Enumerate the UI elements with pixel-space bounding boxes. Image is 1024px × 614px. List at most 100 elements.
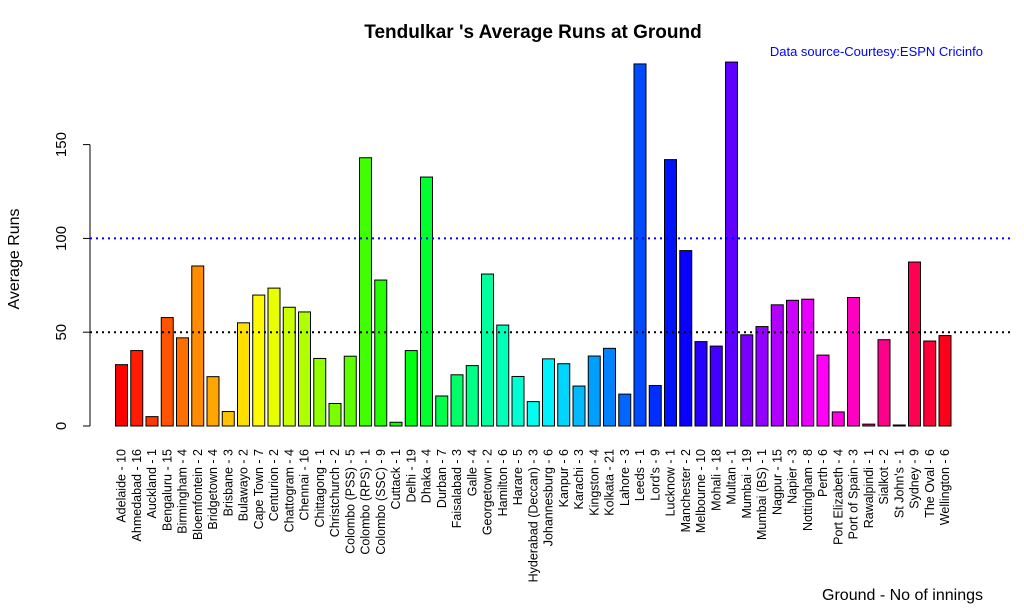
bar [770, 304, 784, 427]
y-tick-label: 50 [53, 324, 70, 341]
bar [542, 358, 555, 427]
x-tick-label: Lucknow - 1 [664, 449, 678, 516]
bar [526, 401, 540, 427]
bar [389, 421, 403, 427]
x-tick-label: Georgetown - 2 [481, 449, 495, 535]
x-tick-label: Wellington - 6 [938, 449, 952, 525]
x-tick-label: Hyderabad (Deccan) - 3 [526, 449, 540, 582]
x-tick-label: Sydney - 9 [908, 449, 922, 509]
x-tick-label: Auckland - 1 [145, 449, 159, 519]
x-tick-label: Lahore - 3 [618, 449, 632, 506]
bar [130, 350, 144, 427]
x-tick-label: Adelaide - 10 [115, 449, 129, 523]
bar [496, 324, 510, 427]
bar [786, 299, 799, 427]
bar [633, 63, 647, 427]
x-tick-label: Delhi - 19 [404, 449, 418, 503]
bar [618, 393, 632, 427]
y-tick-label: 100 [53, 226, 70, 251]
x-tick-label: Chennai - 16 [298, 449, 312, 521]
bar [908, 261, 921, 427]
bar [237, 322, 250, 427]
x-tick-label: Birmingham - 4 [176, 449, 190, 534]
bar [420, 176, 433, 427]
x-tick-label: Manchester - 2 [679, 449, 693, 532]
x-tick-label: Centurion - 2 [267, 449, 281, 521]
x-tick-label: Kanpur - 6 [557, 449, 571, 507]
bar [252, 294, 266, 427]
x-tick-label: Harare - 5 [511, 449, 525, 505]
bar [191, 265, 205, 427]
bar [115, 364, 128, 427]
data-source-note: Data source-Courtesy:ESPN Cricinfo [770, 44, 983, 59]
x-tick-label: Perth - 6 [816, 449, 830, 497]
bar [664, 159, 677, 427]
x-tick-label: Rawalpindi - 1 [862, 449, 876, 528]
bar [847, 296, 860, 427]
bar [343, 355, 357, 427]
bar [679, 250, 693, 427]
x-tick-label: Leeds - 1 [633, 449, 647, 501]
x-tick-label: Colombo (PSS) - 5 [343, 449, 357, 554]
x-tick-label: Nagpur - 15 [770, 449, 784, 515]
bar [374, 279, 388, 427]
x-tick-label: Brisbane - 3 [221, 449, 235, 516]
bar [328, 402, 342, 427]
bar [267, 287, 281, 427]
x-tick-label: Napier - 3 [786, 449, 800, 504]
bar [648, 384, 662, 427]
bar [557, 363, 571, 427]
x-tick-label: Nottingham - 8 [801, 449, 815, 531]
x-tick-label: Christchurch - 2 [328, 449, 342, 537]
bar [892, 424, 906, 427]
bar [831, 411, 845, 427]
x-tick-label: Durban - 7 [435, 449, 449, 508]
x-tick-label: Mohali - 18 [709, 449, 723, 511]
x-tick-label: Faisalabad - 3 [450, 449, 464, 528]
x-tick-label: Port of Spain - 3 [847, 449, 861, 539]
bar [221, 411, 235, 427]
x-tick-label: Port Elizabeth - 4 [831, 449, 845, 545]
x-tick-label: Karachi - 3 [572, 449, 586, 509]
x-tick-label: Hamilton - 6 [496, 449, 510, 516]
bar [206, 376, 220, 427]
x-tick-label: Bloemfontein - 2 [191, 449, 205, 540]
x-tick-label: Kolkata - 21 [603, 449, 617, 516]
bar [587, 355, 601, 427]
x-tick-label: Bengaluru - 15 [160, 449, 174, 531]
bar [359, 157, 372, 427]
bar [435, 395, 449, 427]
x-axis-label: Ground - No of innings [822, 587, 983, 604]
x-tick-label: The Oval - 6 [923, 449, 937, 518]
x-tick-label: Mumbai (BS) - 1 [755, 449, 769, 540]
reference-lines [90, 237, 1010, 334]
x-tick-label: Cuttack - 1 [389, 449, 403, 509]
y-tick-label: 150 [53, 132, 70, 157]
bar [816, 354, 830, 427]
bar [603, 347, 616, 427]
bar [801, 298, 815, 427]
x-tick-label: Melbourne - 10 [694, 449, 708, 533]
x-tick-label: Sialkot - 2 [877, 449, 891, 505]
bar [923, 340, 937, 427]
bar [511, 375, 525, 427]
x-tick-label: Ahmedabad - 16 [130, 449, 144, 541]
x-tick-label: Galle - 4 [465, 449, 479, 496]
x-tick-label: St John's - 1 [892, 449, 906, 518]
y-tick-label: 0 [53, 422, 70, 430]
x-tick-label: Chittagong - 1 [313, 449, 327, 528]
chart-title: Tendulkar 's Average Runs at Ground [364, 22, 701, 43]
bar [725, 61, 738, 427]
x-tick-label: Cape Town - 7 [252, 449, 266, 529]
bar [160, 317, 174, 427]
x-tick-label: Chattogram - 4 [282, 449, 296, 532]
bar [145, 416, 159, 427]
bar [755, 326, 769, 427]
bar [938, 335, 952, 427]
bar [740, 334, 754, 427]
x-tick-label: Bulawayo - 2 [237, 449, 251, 521]
bar [404, 350, 418, 427]
bars [115, 61, 952, 427]
